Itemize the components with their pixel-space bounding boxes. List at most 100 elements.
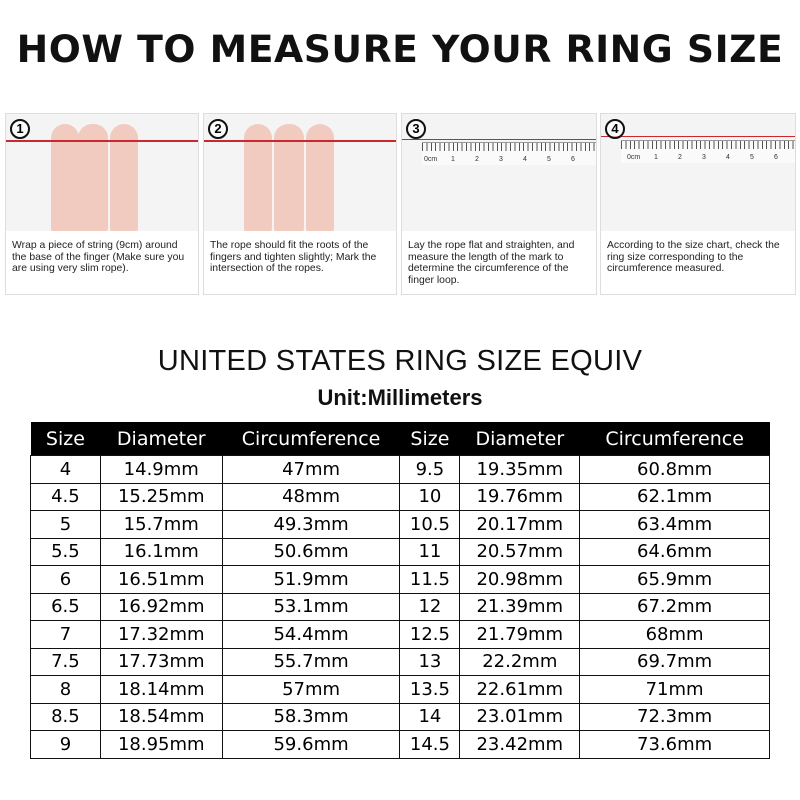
step-3-image: 0cm 1 2 3 4 5 6	[402, 114, 596, 231]
table-cell: 67.2mm	[579, 592, 770, 621]
table-cell: 48mm	[221, 482, 401, 511]
step-text: According to the size chart, check the r…	[607, 240, 780, 274]
table-cell: 15.25mm	[99, 482, 223, 511]
table-cell: 19.76mm	[459, 482, 581, 511]
table-cell: 49.3mm	[221, 510, 401, 539]
table-cell: 58.3mm	[221, 702, 401, 731]
table-cell: 14.5	[399, 730, 461, 759]
step-4-panel: 0cm 1 2 3 4 5 6 4 According to the size chart,…	[600, 113, 796, 295]
table-cell: 9	[30, 730, 101, 759]
table-cell: 18.54mm	[99, 702, 223, 731]
step-1-image	[6, 114, 198, 231]
table-row: 8 18.14mm 57mm 13.5 22.61mm 71mm	[30, 675, 770, 704]
table-cell: 16.51mm	[99, 565, 223, 594]
ruler	[422, 142, 596, 165]
page-title: HOW TO MEASURE YOUR RING SIZE	[16, 28, 784, 71]
step-3-panel: 0cm 1 2 3 4 5 6 3 Lay the rope flat and straig…	[401, 113, 597, 295]
step-text: The rope should fit the roots of the fin…	[210, 240, 377, 274]
ring-size-table: Size Diameter Circumference Size Diamete…	[30, 422, 770, 759]
table-cell: 8	[30, 675, 101, 704]
table-cell: 50.6mm	[221, 537, 401, 566]
header-circumference: Circumference	[579, 422, 770, 456]
table-cell: 6	[30, 565, 101, 594]
table-cell: 47mm	[221, 455, 401, 484]
table-cell: 7.5	[30, 647, 101, 676]
table-cell: 7	[30, 620, 101, 649]
table-cell: 10.5	[399, 510, 461, 539]
table-row: 7 17.32mm 54.4mm 12.5 21.79mm 68mm	[30, 620, 770, 649]
table-cell: 53.1mm	[221, 592, 401, 621]
table-cell: 62.1mm	[579, 482, 770, 511]
step-4-image: 0cm 1 2 3 4 5 6	[601, 114, 795, 231]
table-cell: 11	[399, 537, 461, 566]
chart-title: UNITED STATES RING SIZE EQUIV	[157, 345, 643, 377]
table-cell: 18.14mm	[99, 675, 223, 704]
table-cell: 55.7mm	[221, 647, 401, 676]
table-row: 7.5 17.73mm 55.7mm 13 22.2mm 69.7mm	[30, 647, 770, 676]
step-number: 3	[406, 119, 426, 139]
table-cell: 69.7mm	[579, 647, 770, 676]
step-number: 1	[10, 119, 30, 139]
table-cell: 68mm	[579, 620, 770, 649]
table-cell: 73.6mm	[579, 730, 770, 759]
table-cell: 64.6mm	[579, 537, 770, 566]
step-text: Lay the rope flat and straighten, and me…	[408, 240, 575, 286]
step-number: 2	[208, 119, 228, 139]
table-cell: 23.42mm	[459, 730, 581, 759]
table-header: Size Diameter Circumference Size Diamete…	[30, 422, 770, 456]
table-cell: 8.5	[30, 702, 101, 731]
header-circumference: Circumference	[222, 422, 400, 456]
table-cell: 51.9mm	[221, 565, 401, 594]
table-row: 4.5 15.25mm 48mm 10 19.76mm 62.1mm	[30, 482, 770, 511]
table-cell: 17.32mm	[99, 620, 223, 649]
ruler	[621, 140, 795, 163]
step-text: Wrap a piece of string (9cm) around the …	[12, 240, 185, 274]
table-cell: 21.79mm	[459, 620, 581, 649]
table-cell: 60.8mm	[579, 455, 770, 484]
table-row: 4 14.9mm 47mm 9.5 19.35mm 60.8mm	[30, 455, 770, 484]
table-row: 6 16.51mm 51.9mm 11.5 20.98mm 65.9mm	[30, 565, 770, 594]
table-cell: 23.01mm	[459, 702, 581, 731]
table-cell: 13	[399, 647, 461, 676]
table-cell: 16.92mm	[99, 592, 223, 621]
table-cell: 11.5	[399, 565, 461, 594]
header-diameter: Diameter	[100, 422, 223, 456]
table-row: 9 18.95mm 59.6mm 14.5 23.42mm 73.6mm	[30, 730, 770, 759]
table-cell: 4.5	[30, 482, 101, 511]
table-cell: 57mm	[221, 675, 401, 704]
table-cell: 14.9mm	[99, 455, 223, 484]
table-cell: 9.5	[399, 455, 461, 484]
table-cell: 19.35mm	[459, 455, 581, 484]
table-cell: 18.95mm	[99, 730, 223, 759]
table-cell: 4	[30, 455, 101, 484]
table-row: 8.5 18.54mm 58.3mm 14 23.01mm 72.3mm	[30, 702, 770, 731]
table-cell: 71mm	[579, 675, 770, 704]
table-cell: 15.7mm	[99, 510, 223, 539]
table-cell: 72.3mm	[579, 702, 770, 731]
table-cell: 16.1mm	[99, 537, 223, 566]
table-row: 5.5 16.1mm 50.6mm 11 20.57mm 64.6mm	[30, 537, 770, 566]
table-cell: 59.6mm	[221, 730, 401, 759]
table-row: 6.5 16.92mm 53.1mm 12 21.39mm 67.2mm	[30, 592, 770, 621]
table-cell: 6.5	[30, 592, 101, 621]
header-diameter: Diameter	[459, 422, 580, 456]
step-2-image	[204, 114, 396, 231]
table-cell: 13.5	[399, 675, 461, 704]
table-cell: 12	[399, 592, 461, 621]
table-cell: 20.57mm	[459, 537, 581, 566]
step-number: 4	[605, 119, 625, 139]
step-1-panel: 1 Wrap a piece of string (9cm) around th…	[5, 113, 199, 295]
table-cell: 5	[30, 510, 101, 539]
table-cell: 10	[399, 482, 461, 511]
table-cell: 20.17mm	[459, 510, 581, 539]
table-cell: 65.9mm	[579, 565, 770, 594]
table-cell: 63.4mm	[579, 510, 770, 539]
table-cell: 5.5	[30, 537, 101, 566]
step-2-panel: 2 The rope should fit the roots of the f…	[203, 113, 397, 295]
unit-label: Unit:Millimeters	[317, 385, 483, 410]
table-cell: 22.2mm	[459, 647, 581, 676]
table-cell: 17.73mm	[99, 647, 223, 676]
table-cell: 21.39mm	[459, 592, 581, 621]
table-row: 5 15.7mm 49.3mm 10.5 20.17mm 63.4mm	[30, 510, 770, 539]
table-cell: 20.98mm	[459, 565, 581, 594]
